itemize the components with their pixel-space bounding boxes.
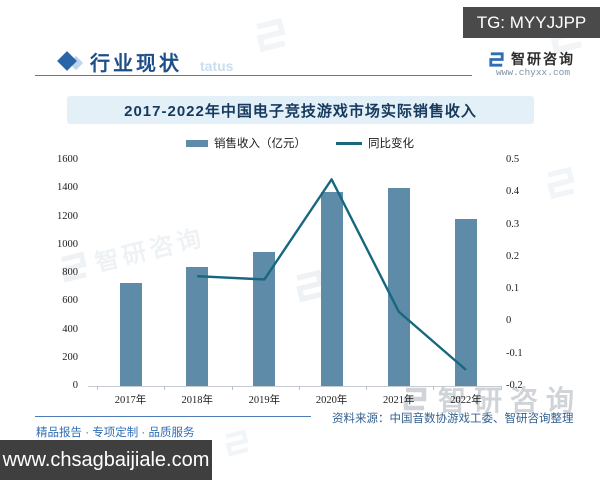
x-axis-category-label: 2022年 xyxy=(450,395,482,406)
revenue-bar xyxy=(186,267,209,386)
data-source-note: 资料来源：中国音数协游戏工委、智研咨询整理 xyxy=(332,413,574,425)
revenue-bar xyxy=(119,282,142,386)
header-watermark-text: tatus xyxy=(200,58,234,74)
legend-label-revenue: 销售收入（亿元） xyxy=(214,138,306,150)
watermark-text: 智研咨询 xyxy=(438,385,583,416)
watermark-logo-large: 智研咨询 xyxy=(400,379,582,419)
x-axis-tickmark xyxy=(164,386,166,390)
brand-logo-icon xyxy=(403,387,427,411)
revenue-bar xyxy=(455,219,477,386)
x-axis-tickmark xyxy=(96,386,98,390)
brand-logo-icon xyxy=(60,251,87,283)
brand-logo-icon xyxy=(256,17,286,53)
legend-label-growth: 同比变化 xyxy=(368,138,414,150)
watermark-logo-stamp xyxy=(248,12,294,58)
legend-item-growth: 同比变化 xyxy=(336,135,414,151)
x-axis-tickmark xyxy=(298,386,300,390)
x-axis-line xyxy=(88,386,502,387)
footer-divider xyxy=(35,416,311,417)
legend-line-swatch xyxy=(336,141,362,145)
left-axis-tick-label: 1000 xyxy=(57,238,78,250)
section-title: 行业现状 xyxy=(90,53,182,75)
site-url-banner: www.chsagbaijiale.com xyxy=(0,440,212,480)
left-axis-tick-label: 0 xyxy=(72,380,78,391)
left-axis-tick-label: 400 xyxy=(62,323,78,335)
site-url-label: www.chsagbaijiale.com xyxy=(2,448,210,471)
right-axis-tick-label: -0.2 xyxy=(506,380,523,391)
right-axis-tick-label: 0.3 xyxy=(506,218,520,230)
x-axis-tickmark xyxy=(500,386,502,390)
brand-logo-icon xyxy=(547,166,575,200)
revenue-bar xyxy=(320,192,343,386)
brand-logo-icon xyxy=(489,51,504,67)
chart-legend: 销售收入（亿元） 同比变化 xyxy=(0,135,600,151)
x-axis-tickmark xyxy=(366,386,368,390)
watermark-logo-stamp xyxy=(219,425,255,461)
footer-tagline: 精品报告 · 专项定制 · 品质服务 xyxy=(36,427,195,439)
legend-bar-swatch xyxy=(186,139,208,147)
left-axis-tick-label: 600 xyxy=(62,295,78,307)
brand-url: www.chyxx.com xyxy=(495,67,571,78)
right-axis-tick-label: -0.1 xyxy=(506,347,523,359)
diamond-icon xyxy=(57,51,89,75)
watermark-logo-stamp xyxy=(539,161,583,205)
left-axis-tick-label: 1200 xyxy=(57,210,78,222)
chart-title-band: 2017-2022年中国电子竞技游戏市场实际销售收入 xyxy=(67,96,534,124)
watermark-logo-stamp: 智研咨询 xyxy=(53,217,208,287)
telegram-banner: TG: MYYJJPP xyxy=(463,7,600,38)
x-axis-category-label: 2021年 xyxy=(383,395,415,406)
left-axis-tick-label: 1600 xyxy=(57,154,78,165)
brand-logo-icon xyxy=(225,429,249,457)
left-axis-tick-label: 1400 xyxy=(57,182,78,194)
right-axis-tick-label: 0.2 xyxy=(506,250,520,262)
right-axis-tick-label: 0.1 xyxy=(506,283,520,295)
left-axis-tick-label: 800 xyxy=(62,267,78,278)
chart-title: 2017-2022年中国电子竞技游戏市场实际销售收入 xyxy=(124,102,477,120)
revenue-bar xyxy=(253,251,276,386)
x-axis-tickmark xyxy=(433,386,435,390)
x-axis-category-label: 2017年 xyxy=(114,395,147,406)
right-axis-tick-label: 0.4 xyxy=(506,186,520,198)
telegram-banner-label: TG: MYYJJPP xyxy=(476,12,587,32)
x-axis-category-label: 2018年 xyxy=(181,395,213,406)
right-axis-tick-label: 0 xyxy=(506,315,512,327)
x-axis-category-label: 2019年 xyxy=(248,395,281,406)
revenue-bar xyxy=(387,188,410,386)
right-axis-tick-label: 0.5 xyxy=(506,154,520,165)
x-axis-tickmark xyxy=(231,386,233,390)
left-axis-tick-label: 200 xyxy=(62,351,78,363)
brand-logo: 智研咨询 xyxy=(487,49,575,69)
x-axis-category-label: 2020年 xyxy=(315,395,348,406)
brand-name: 智研咨询 xyxy=(511,51,575,67)
legend-item-revenue: 销售收入（亿元） xyxy=(186,135,306,151)
header-divider xyxy=(35,75,472,76)
